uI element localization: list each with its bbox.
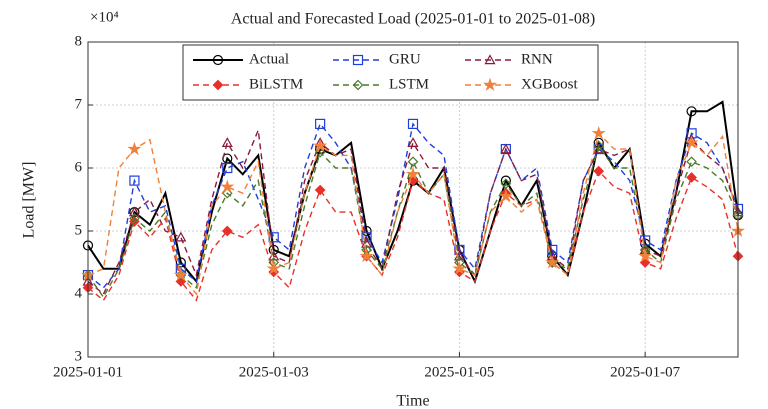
marker [129, 213, 140, 224]
marker [359, 248, 374, 263]
legend-box [182, 44, 599, 101]
legend-label: Actual [249, 51, 289, 67]
marker [313, 138, 328, 152]
y-tick-label: 5 [75, 222, 83, 238]
legend-label: XGBoost [521, 76, 579, 92]
marker [500, 178, 512, 190]
legend-label: LSTM [389, 76, 429, 92]
marker [175, 257, 186, 268]
marker [212, 79, 224, 91]
marker [352, 54, 364, 66]
y-tick-label: 8 [75, 33, 83, 49]
marker [127, 141, 142, 156]
axes-box [87, 41, 739, 358]
marker [315, 118, 326, 130]
marker [221, 137, 233, 147]
marker [500, 143, 512, 154]
marker [173, 267, 188, 282]
marker [638, 248, 653, 263]
marker [314, 184, 326, 196]
marker [222, 162, 233, 174]
y-tick-label: 7 [75, 96, 83, 112]
marker [591, 125, 606, 140]
marker [593, 165, 605, 177]
x-tick-label: 2025-01-01 [53, 364, 123, 380]
marker [220, 179, 235, 193]
marker [175, 231, 187, 242]
marker [212, 54, 224, 66]
series-line [87, 127, 739, 296]
series-line [87, 122, 739, 289]
y-exponent: ×10⁴ [90, 9, 119, 25]
marker [686, 106, 697, 117]
marker [547, 244, 558, 255]
marker [498, 188, 513, 203]
marker [407, 156, 419, 168]
marker [686, 172, 697, 183]
marker [686, 156, 697, 168]
legend-label: BiLSTM [249, 76, 303, 92]
x-tick-label: 2025-01-03 [239, 364, 309, 380]
x-tick-label: 2025-01-05 [424, 364, 494, 380]
marker [407, 118, 419, 130]
marker [128, 206, 140, 217]
series-line [87, 144, 739, 299]
marker [484, 54, 496, 65]
marker [405, 166, 421, 181]
y-axis-label: Load [MW] [21, 162, 38, 239]
marker [684, 135, 699, 149]
marker [266, 261, 281, 275]
marker [129, 175, 140, 186]
y-tick-label: 6 [75, 159, 83, 175]
legend-label: GRU [389, 51, 421, 67]
y-tick-label: 3 [75, 348, 83, 364]
marker [268, 232, 279, 243]
x-axis-label: Time [396, 393, 429, 409]
marker [452, 261, 467, 275]
marker [352, 79, 364, 91]
y-tick-label: 4 [75, 285, 83, 301]
marker [221, 225, 233, 237]
marker [361, 237, 373, 248]
marker [545, 255, 560, 269]
legend-label: RNN [521, 51, 553, 67]
x-tick-label: 2025-01-07 [610, 364, 680, 380]
marker [482, 77, 498, 91]
marker [407, 137, 419, 147]
chart-title: Actual and Forecasted Load (2025-01-01 t… [231, 11, 595, 28]
